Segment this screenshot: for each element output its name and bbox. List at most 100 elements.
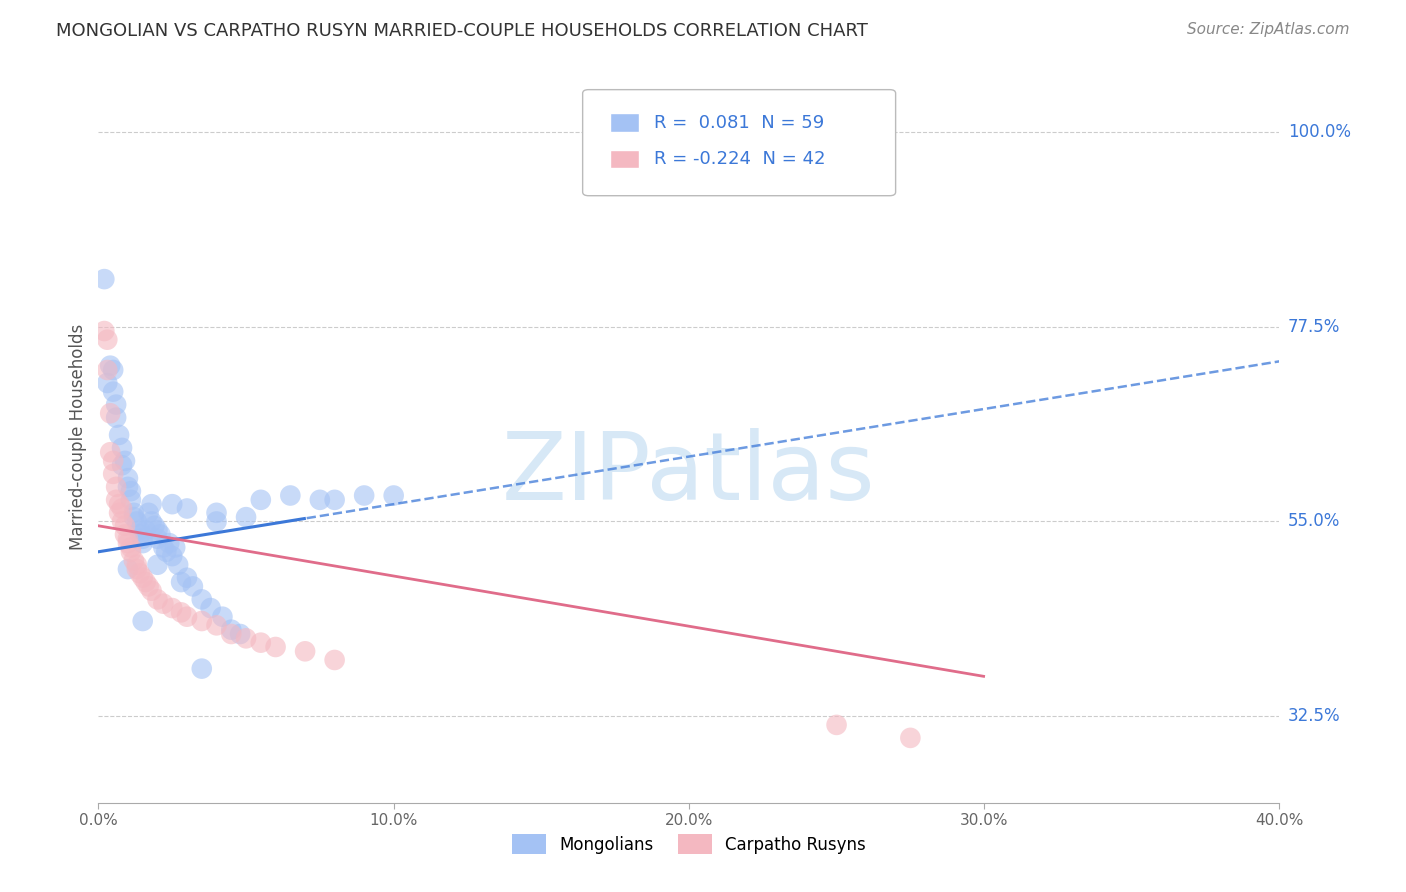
- Point: [205, 506, 228, 520]
- Text: R =  0.081  N = 59: R = 0.081 N = 59: [654, 113, 824, 131]
- Point: [103, 454, 125, 468]
- Point: [146, 592, 169, 607]
- Point: [96, 333, 118, 347]
- Point: [146, 523, 169, 537]
- Point: [191, 592, 214, 607]
- Point: [120, 545, 142, 559]
- Point: [132, 536, 155, 550]
- Point: [138, 579, 160, 593]
- Point: [146, 532, 169, 546]
- Point: [181, 579, 204, 593]
- Point: [170, 575, 193, 590]
- Point: [167, 558, 190, 572]
- Point: [117, 536, 139, 550]
- Point: [146, 558, 169, 572]
- Point: [152, 597, 174, 611]
- Point: [96, 376, 118, 390]
- Point: [176, 609, 198, 624]
- Point: [135, 575, 157, 590]
- Point: [191, 614, 214, 628]
- Point: [111, 458, 134, 473]
- Point: [105, 410, 128, 425]
- Point: [162, 549, 183, 563]
- Point: [128, 566, 150, 581]
- Point: [143, 518, 166, 533]
- Point: [205, 515, 228, 529]
- Point: [93, 272, 115, 286]
- Text: 100.0%: 100.0%: [1288, 123, 1351, 141]
- Point: [191, 662, 214, 676]
- Point: [125, 558, 148, 572]
- Point: [165, 541, 187, 555]
- Point: [170, 606, 193, 620]
- Point: [205, 618, 228, 632]
- Point: [103, 467, 125, 481]
- Point: [323, 492, 346, 507]
- Point: [176, 571, 198, 585]
- Point: [114, 527, 136, 541]
- Point: [114, 454, 136, 468]
- Point: [323, 653, 346, 667]
- Point: [250, 635, 273, 649]
- Point: [132, 614, 155, 628]
- Point: [120, 484, 142, 499]
- Point: [235, 632, 257, 646]
- Point: [105, 492, 128, 507]
- Point: [152, 541, 174, 555]
- Point: [111, 501, 134, 516]
- Point: [825, 718, 848, 732]
- Point: [122, 506, 145, 520]
- Point: [200, 601, 222, 615]
- Text: MONGOLIAN VS CARPATHO RUSYN MARRIED-COUPLE HOUSEHOLDS CORRELATION CHART: MONGOLIAN VS CARPATHO RUSYN MARRIED-COUP…: [56, 22, 868, 40]
- Point: [149, 527, 172, 541]
- Legend: Mongolians, Carpatho Rusyns: Mongolians, Carpatho Rusyns: [506, 828, 872, 860]
- Point: [103, 363, 125, 377]
- Point: [117, 471, 139, 485]
- Y-axis label: Married-couple Households: Married-couple Households: [69, 324, 87, 550]
- Point: [111, 441, 134, 455]
- Point: [105, 480, 128, 494]
- Point: [125, 515, 148, 529]
- FancyBboxPatch shape: [610, 150, 640, 169]
- Point: [128, 523, 150, 537]
- FancyBboxPatch shape: [582, 90, 896, 195]
- Point: [280, 489, 302, 503]
- Point: [221, 623, 243, 637]
- Point: [98, 359, 121, 373]
- Point: [98, 445, 121, 459]
- Point: [117, 562, 139, 576]
- Point: [108, 506, 131, 520]
- Point: [114, 518, 136, 533]
- Point: [128, 527, 150, 541]
- Point: [111, 515, 134, 529]
- Point: [96, 363, 118, 377]
- Point: [103, 384, 125, 399]
- Point: [141, 515, 163, 529]
- Point: [135, 523, 157, 537]
- Text: 32.5%: 32.5%: [1288, 707, 1340, 725]
- Point: [162, 497, 183, 511]
- Point: [105, 398, 128, 412]
- Point: [229, 627, 252, 641]
- Point: [98, 406, 121, 420]
- Point: [294, 644, 316, 658]
- Point: [108, 428, 131, 442]
- Point: [132, 532, 155, 546]
- Point: [120, 492, 142, 507]
- Point: [138, 506, 160, 520]
- Point: [108, 497, 131, 511]
- Point: [235, 510, 257, 524]
- Point: [900, 731, 922, 745]
- FancyBboxPatch shape: [610, 113, 640, 132]
- Text: Source: ZipAtlas.com: Source: ZipAtlas.com: [1187, 22, 1350, 37]
- Point: [122, 510, 145, 524]
- Point: [120, 541, 142, 555]
- Text: 55.0%: 55.0%: [1288, 513, 1340, 531]
- Point: [211, 609, 233, 624]
- Point: [162, 601, 183, 615]
- Point: [122, 553, 145, 567]
- Point: [132, 571, 155, 585]
- Point: [141, 583, 163, 598]
- Point: [157, 536, 180, 550]
- Point: [155, 545, 177, 559]
